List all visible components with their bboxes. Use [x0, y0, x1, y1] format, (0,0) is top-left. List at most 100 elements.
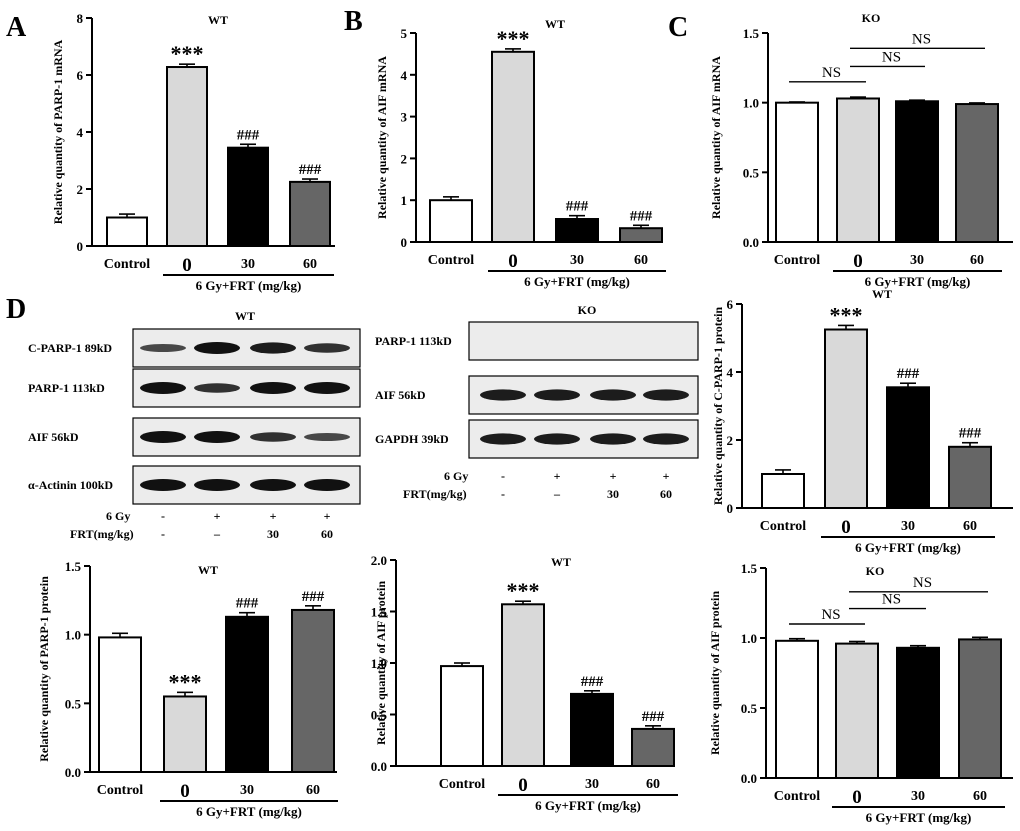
y-tick-label: 2 [401, 151, 408, 166]
treat-gy-value: + [554, 469, 561, 483]
significance-hash: ### [897, 366, 920, 382]
y-axis-label: Relative quantity of PARP-1 protein [37, 576, 51, 762]
y-tick-label: 4 [401, 68, 408, 83]
y-tick-label: 1.0 [371, 656, 387, 671]
treat-gy-value: + [270, 509, 277, 523]
treat-gy-value: + [610, 469, 617, 483]
chart-title: WT [198, 563, 218, 577]
x-category-label: 30 [910, 253, 924, 268]
x-category-label: 30 [911, 789, 925, 804]
y-tick-label: 5 [401, 26, 408, 41]
y-tick-label: 0.5 [65, 696, 82, 711]
x-group-label: 6 Gy+FRT (mg/kg) [524, 274, 630, 289]
ns-label: NS [821, 607, 840, 623]
x-category-label: Control [439, 777, 486, 792]
y-tick-label: 0.0 [65, 765, 81, 780]
y-tick-label: 1.5 [743, 26, 760, 41]
x-category-label: 0 [508, 251, 518, 272]
blot-band [534, 433, 580, 445]
y-tick-label: 6 [727, 297, 734, 312]
chart-3: KO Relative quantity of AIF mRNA 0.0 0.5 1.0… [709, 11, 1013, 289]
x-group-label: 6 Gy+FRT (mg/kg) [196, 804, 302, 819]
y-tick-label: 0.5 [743, 165, 760, 180]
bar-60 [631, 727, 675, 767]
treat-frt-value: 30 [607, 487, 619, 501]
blot-band [304, 433, 350, 441]
y-tick-label: 0.0 [741, 771, 757, 786]
x-category-label: 30 [240, 783, 254, 798]
bar-control [98, 636, 142, 773]
y-tick-label: 2.0 [371, 553, 387, 568]
x-group-label: 6 Gy+FRT (mg/kg) [196, 278, 302, 293]
y-tick-label: 0.0 [371, 759, 387, 774]
blot-band [250, 382, 296, 394]
significance-hash: ### [630, 208, 653, 224]
blot-row-label: C-PARP-1 89kD [28, 341, 112, 355]
panel-label-b: B [344, 6, 363, 37]
x-category-label: 60 [303, 257, 317, 272]
y-tick-label: 1.0 [65, 628, 81, 643]
x-category-label: 30 [570, 253, 584, 268]
y-axis-label: Relative quantity of AIF mRNA [375, 56, 389, 219]
blot-band [304, 343, 350, 353]
y-tick-label: 0 [401, 235, 408, 250]
blot-band [304, 382, 350, 394]
treat-label-gy: 6 Gy [444, 469, 468, 483]
bar-control [429, 199, 473, 243]
bar-60 [948, 445, 992, 509]
bar-60 [958, 638, 1002, 780]
panel-label-c: C [668, 12, 688, 43]
y-axis-label: Relative quantity of AIF mRNA [709, 56, 723, 219]
significance-hash: ### [299, 162, 322, 178]
y-tick-label: 1.5 [65, 559, 82, 574]
treat-label-frt: FRT(mg/kg) [403, 487, 467, 501]
x-category-label: Control [774, 789, 821, 804]
significance-hash: ### [237, 127, 260, 143]
bar-0 [824, 328, 868, 509]
x-group-label: 6 Gy+FRT (mg/kg) [855, 540, 961, 555]
ns-label: NS [822, 65, 841, 81]
blot-band [643, 389, 689, 401]
blot-band [250, 342, 296, 354]
blot-band [140, 382, 186, 394]
panel-label-d: D [6, 294, 26, 325]
x-category-label: 30 [241, 257, 255, 272]
bar-30 [555, 218, 599, 243]
significance-hash: ### [642, 709, 665, 725]
y-axis-label: Relative quantity of AIF protein [374, 581, 388, 745]
x-category-label: 30 [901, 519, 915, 534]
x-category-label: Control [104, 257, 151, 272]
treat-gy-value: - [501, 469, 505, 483]
x-group-label: 6 Gy+FRT (mg/kg) [535, 798, 641, 813]
blot-band [194, 479, 240, 491]
treat-label-gy: 6 Gy [106, 509, 130, 523]
y-tick-label: 0 [77, 239, 84, 254]
x-category-label: 0 [518, 775, 528, 796]
significance-hash: ### [236, 596, 259, 612]
treat-frt-value: – [553, 487, 561, 501]
y-tick-label: 6 [77, 68, 84, 83]
blot-band [304, 479, 350, 491]
blot-title: WT [235, 309, 255, 323]
bar-0 [163, 695, 207, 774]
x-category-label: 0 [853, 251, 863, 272]
y-tick-label: 1.5 [741, 561, 758, 576]
x-category-label: 60 [970, 253, 984, 268]
y-tick-label: 1.0 [743, 96, 759, 111]
chart-title: WT [208, 13, 228, 27]
significance-hash: ### [959, 426, 982, 442]
y-tick-label: 0 [727, 501, 734, 516]
y-tick-label: 8 [77, 11, 84, 26]
bar-control [761, 473, 805, 509]
bar-0 [835, 642, 879, 779]
blot-band [590, 433, 636, 445]
blot-band [534, 389, 580, 401]
x-category-label: 60 [646, 777, 660, 792]
bar-60 [619, 227, 663, 243]
bar-60 [291, 608, 335, 773]
y-tick-label: 4 [727, 365, 734, 380]
bar-control [775, 101, 819, 243]
significance-stars: *** [171, 41, 204, 66]
x-category-label: Control [774, 253, 821, 268]
